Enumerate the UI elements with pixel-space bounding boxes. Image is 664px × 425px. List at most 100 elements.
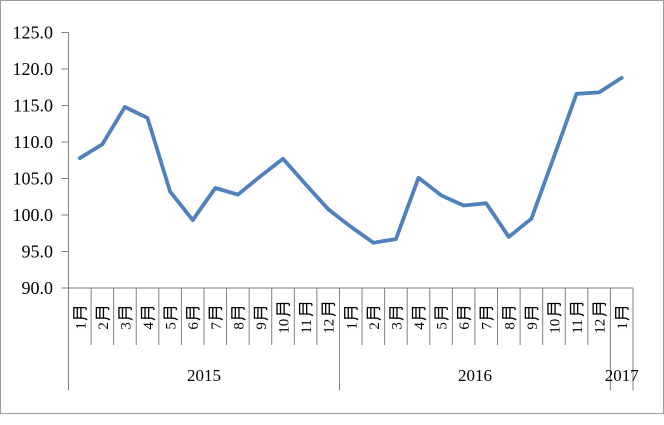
x-axis-month-label: 1 <box>73 306 89 330</box>
x-axis-month-label: 8 <box>502 306 518 330</box>
moon-glyph <box>344 306 359 321</box>
y-axis-tick-label: 90.0 <box>22 278 54 298</box>
month-number: 4 <box>141 322 157 330</box>
moon-glyph <box>321 302 336 317</box>
month-number: 6 <box>457 322 473 330</box>
month-number: 2 <box>96 322 112 330</box>
moon-left-leg <box>434 317 449 321</box>
moon-glyph <box>411 306 427 321</box>
moon-glyph <box>163 306 178 321</box>
y-axis-tick-label: 110.0 <box>13 132 53 152</box>
x-axis-month-label: 3 <box>118 306 134 330</box>
x-axis-month-label: 10 <box>276 302 293 334</box>
data-series-line <box>77 75 624 245</box>
moon-glyph <box>253 306 269 321</box>
moon-outline <box>73 306 87 319</box>
moon-glyph <box>298 302 314 317</box>
moon-outline <box>208 306 223 319</box>
moon-glyph <box>502 306 517 321</box>
moon-left-leg <box>231 317 246 321</box>
moon-left-leg <box>524 317 540 321</box>
moon-left-leg <box>95 317 111 321</box>
month-number: 8 <box>502 322 518 330</box>
moon-glyph <box>569 302 585 317</box>
y-axis-tick-label: 125.0 <box>13 23 54 43</box>
moon-glyph <box>118 306 133 321</box>
month-number: 7 <box>209 322 225 330</box>
moon-left-leg <box>569 313 585 317</box>
moon-outline <box>411 306 426 319</box>
moon-glyph <box>95 306 111 321</box>
x-axis-month-label: 9 <box>524 306 541 330</box>
y-axis-tick-label: 95.0 <box>22 242 54 262</box>
moon-outline <box>163 306 178 319</box>
moon-glyph <box>231 306 246 321</box>
month-number: 3 <box>118 322 134 330</box>
moon-glyph <box>276 302 291 317</box>
x-axis-month-label: 1 <box>615 306 631 330</box>
month-number: 9 <box>525 322 541 330</box>
moon-outline <box>298 302 313 315</box>
moon-left-leg <box>344 317 359 321</box>
moon-left-leg <box>298 313 314 317</box>
moon-outline <box>95 306 110 319</box>
moon-left-leg <box>389 317 404 321</box>
month-number: 4 <box>412 322 428 330</box>
month-number: 2 <box>367 322 383 330</box>
month-number: 11 <box>299 319 315 333</box>
moon-outline <box>615 306 629 319</box>
moon-glyph <box>73 306 88 321</box>
moon-outline <box>321 302 336 315</box>
y-axis-tick-label: 115.0 <box>13 96 53 116</box>
moon-outline <box>434 306 449 319</box>
x-axis-month-label: 9 <box>253 306 270 330</box>
x-axis-year-label: 2015 <box>187 366 221 385</box>
moon-outline <box>140 306 155 319</box>
x-axis-month-label: 6 <box>186 306 202 330</box>
x-axis-month-label: 2 <box>95 306 112 330</box>
x-axis-month-label: 6 <box>456 306 473 330</box>
moon-outline <box>502 306 516 319</box>
moon-left-leg <box>186 317 201 321</box>
month-number: 10 <box>277 319 293 334</box>
moon-glyph <box>547 302 562 317</box>
moon-glyph <box>434 306 449 321</box>
month-number: 7 <box>480 322 496 330</box>
x-axis-month-label: 5 <box>163 306 180 330</box>
moon-outline <box>118 306 132 319</box>
month-number: 5 <box>435 322 451 330</box>
moon-left-leg <box>456 317 472 321</box>
moon-glyph <box>389 306 404 321</box>
month-number: 1 <box>73 322 89 330</box>
moon-outline <box>389 306 403 319</box>
moon-outline <box>231 306 245 319</box>
moon-outline <box>592 302 607 315</box>
moon-glyph <box>140 306 156 321</box>
x-axis-month-label: 2 <box>366 306 383 330</box>
moon-glyph <box>366 306 381 321</box>
moon-left-leg <box>502 317 517 321</box>
moon-left-leg <box>163 317 178 321</box>
moon-outline <box>253 306 268 319</box>
month-number: 12 <box>593 319 609 334</box>
x-axis-month-label: 12 <box>321 302 338 334</box>
moon-left-leg <box>140 317 156 321</box>
moon-outline <box>344 306 358 319</box>
x-axis-year-label: 2017 <box>605 366 640 385</box>
moon-outline <box>276 302 291 315</box>
x-axis-month-label: 10 <box>547 302 563 334</box>
y-axis-tick-label: 120.0 <box>13 59 54 79</box>
moon-glyph <box>479 306 494 321</box>
month-number: 1 <box>615 322 631 330</box>
x-axis-month-label: 1 <box>344 306 360 330</box>
moon-left-leg <box>592 313 607 317</box>
x-axis-month-label: 4 <box>411 306 428 330</box>
x-axis-month-label: 12 <box>592 302 609 334</box>
x-axis-month-label: 7 <box>208 306 225 330</box>
x-axis-month-label: 5 <box>434 306 451 330</box>
month-number: 1 <box>344 322 360 330</box>
moon-left-leg <box>321 313 336 317</box>
moon-left-leg <box>208 317 223 321</box>
